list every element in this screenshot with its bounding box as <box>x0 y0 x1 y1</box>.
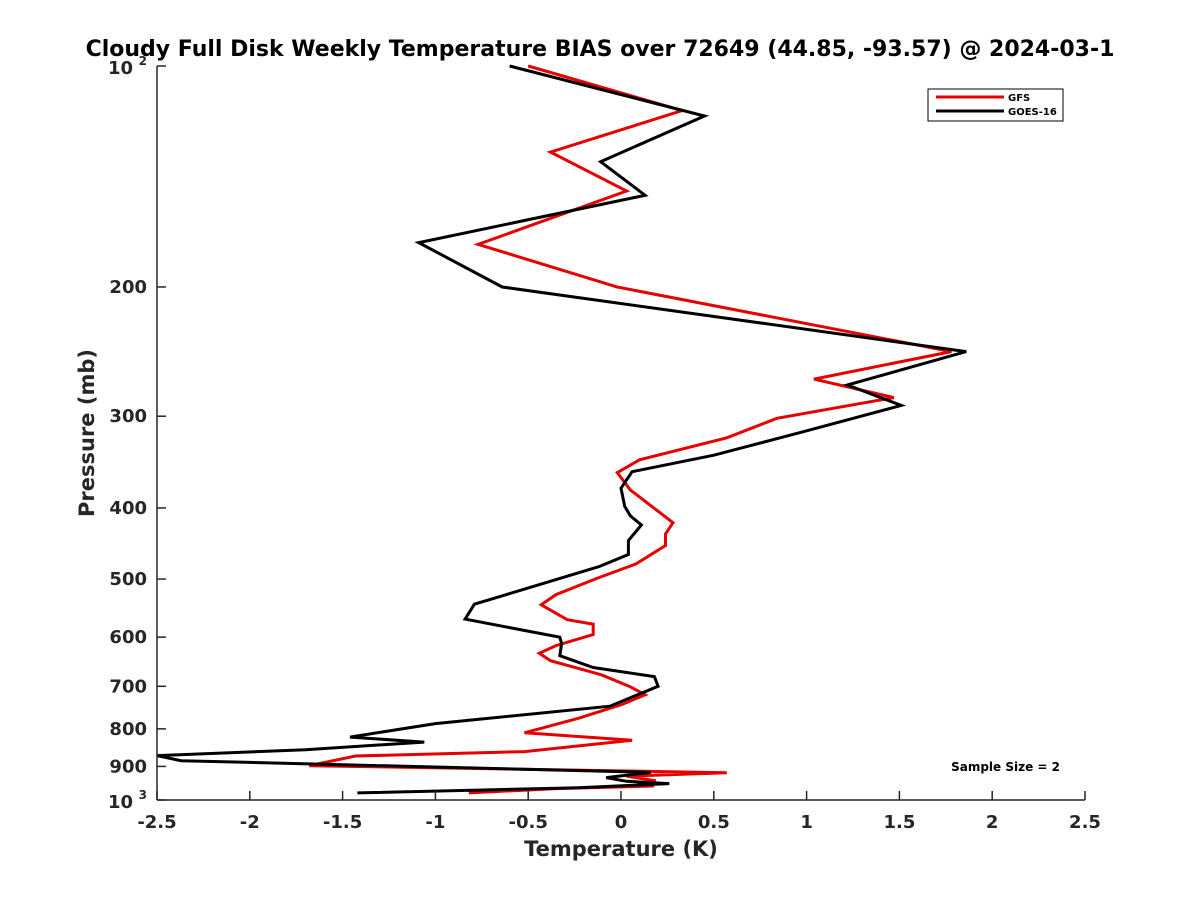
legend-box <box>927 88 1064 122</box>
y-tick-label: 400 <box>109 498 147 519</box>
x-tick-label: 2.5 <box>1069 812 1101 833</box>
x-tick-label: 1 <box>800 812 813 833</box>
y-tick-label: 700 <box>109 676 147 697</box>
legend-label-goes-16: GOES-16 <box>1008 107 1057 118</box>
x-axis-label: Temperature (K) <box>524 837 718 861</box>
x-tick-label: -1 <box>425 812 445 833</box>
legend-label-gfs: GFS <box>1008 93 1030 104</box>
legend: GFS GOES-16 <box>927 88 1064 122</box>
y-tick-label: 800 <box>109 719 147 740</box>
series-line-goes-16 <box>157 64 967 795</box>
y-tick-exponent: 3 <box>139 788 147 802</box>
y-tick-label: 600 <box>109 627 147 648</box>
x-tick-label: -0.5 <box>509 812 548 833</box>
x-tick-label: -1.5 <box>323 812 362 833</box>
y-tick-label: 500 <box>109 569 147 590</box>
y-tick-label: 10 <box>108 58 133 79</box>
y-tick-label: 300 <box>109 406 147 427</box>
x-tick-label: 0.5 <box>698 812 730 833</box>
plot-lines <box>157 64 967 795</box>
y-tick-label: 200 <box>109 277 147 298</box>
x-tick-label: -2 <box>240 812 260 833</box>
y-tick-exponent: 2 <box>139 54 147 68</box>
y-tick-label: 900 <box>109 756 147 777</box>
sample-size-annotation: Sample Size = 2 <box>951 760 1060 774</box>
chart-title: Cloudy Full Disk Weekly Temperature BIAS… <box>86 37 1115 62</box>
axes: -2.5 -2 -1.5 -1 -0.5 0 0.5 1 1.5 2 2.5 200 300 400 500… <box>108 54 1101 833</box>
x-tick-label: 2 <box>986 812 999 833</box>
x-tick-label: -2.5 <box>137 812 176 833</box>
x-tick-label: 0 <box>615 812 628 833</box>
x-tick-label: 1.5 <box>883 812 915 833</box>
series-line-gfs <box>308 64 952 795</box>
y-tick-label: 10 <box>108 792 133 813</box>
y-axis-label: Pressure (mb) <box>75 349 99 517</box>
